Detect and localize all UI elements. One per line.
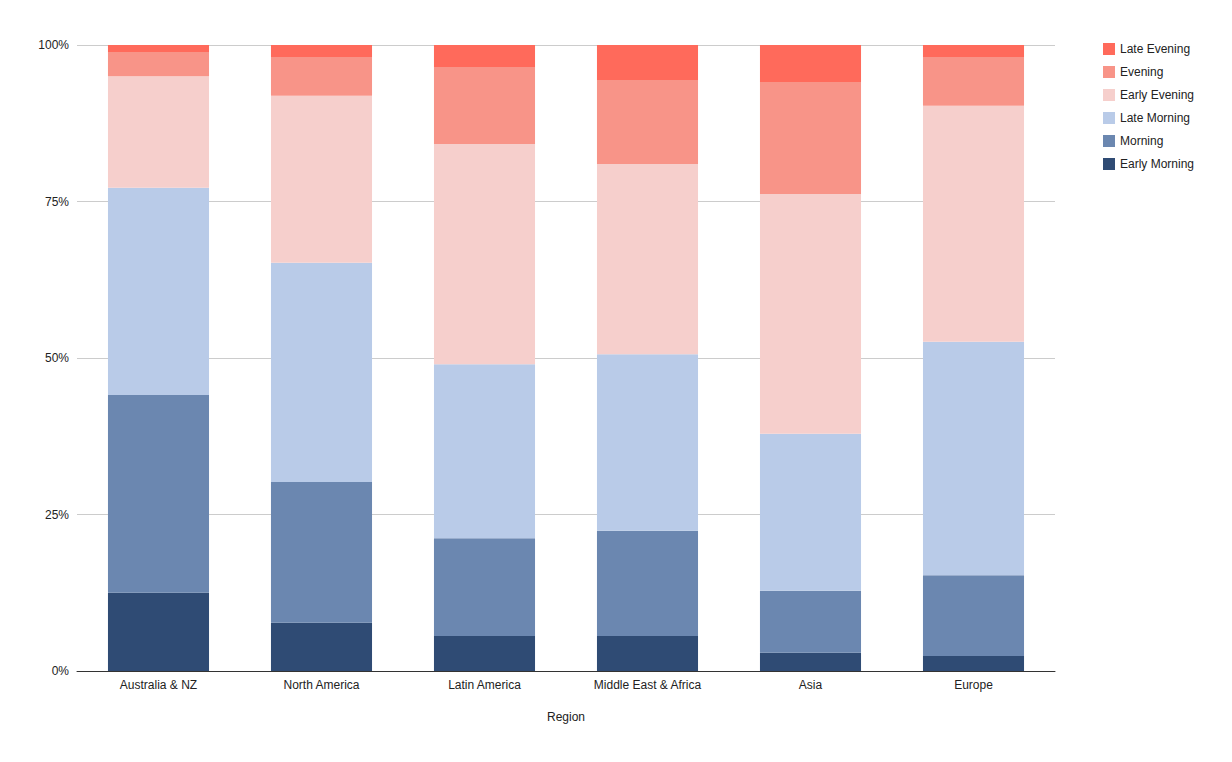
svg-text:Australia & NZ: Australia & NZ [120,678,197,692]
svg-text:North America: North America [283,678,359,692]
svg-text:100%: 100% [38,38,69,52]
svg-text:Early Morning: Early Morning [1120,157,1194,171]
svg-text:75%: 75% [45,195,69,209]
svg-text:Middle East & Africa: Middle East & Africa [594,678,702,692]
svg-text:Early Evening: Early Evening [1120,88,1194,102]
svg-text:0%: 0% [52,664,70,678]
svg-text:Latin America: Latin America [448,678,521,692]
svg-text:Morning: Morning [1120,134,1163,148]
svg-text:Europe: Europe [954,678,993,692]
svg-text:Asia: Asia [799,678,823,692]
svg-text:Late Morning: Late Morning [1120,111,1190,125]
svg-text:Evening: Evening [1120,65,1163,79]
svg-text:50%: 50% [45,351,69,365]
svg-text:Late Evening: Late Evening [1120,42,1190,56]
svg-text:25%: 25% [45,508,69,522]
svg-text:Region: Region [547,710,585,724]
